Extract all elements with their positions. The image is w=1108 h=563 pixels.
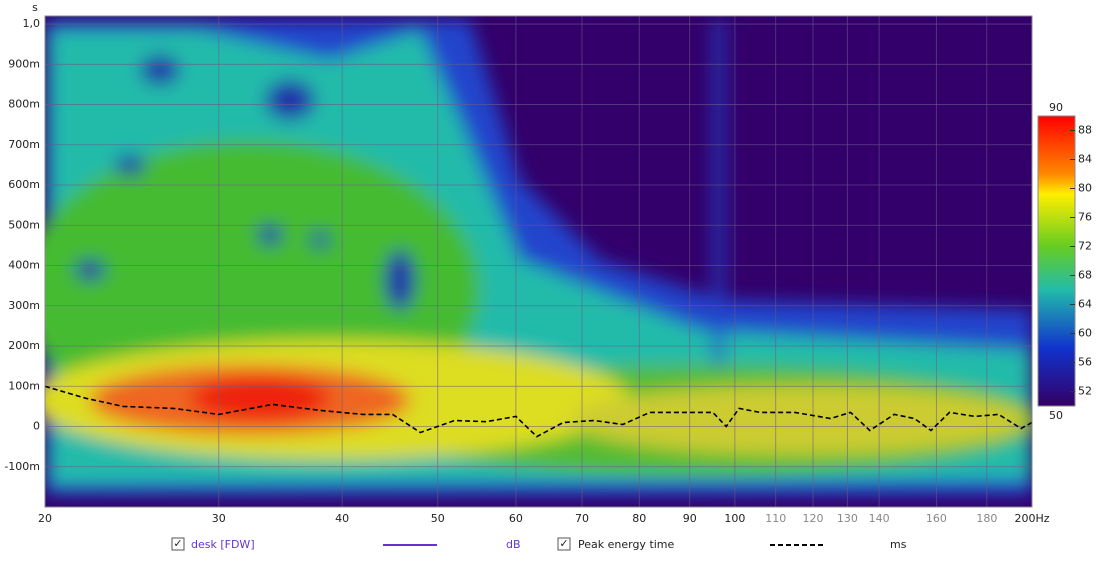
colorbar-tick-label: 72 [1078,240,1092,253]
colorbar-tick-label: 56 [1078,356,1092,369]
x-tick-label: 60 [509,512,523,525]
y-tick-label: 800m [8,98,40,111]
x-tick-label: 130 [837,512,858,525]
x-tick-label: 80 [632,512,646,525]
y-tick-label: 600m [8,178,40,191]
colorbar-label: 90 [1049,101,1063,114]
legend-label: desk [FDW] [191,538,255,551]
axes: 20 30 40 50 60 70 80 90 100 110 120 130 140 160 180 200… [4,16,1050,525]
y-tick-label: 900m [8,57,40,70]
y-tick-label: 0 [33,420,40,433]
colorbar-tick-label: 76 [1078,211,1092,224]
peak-energy-line [44,385,1033,438]
x-tick-label: 40 [335,512,349,525]
x-tick-label: 160 [926,512,947,525]
colorbar-tick-label: 80 [1078,182,1092,195]
checkbox[interactable] [557,537,571,551]
colorbar-tick-label: 64 [1078,298,1092,311]
x-tick-label: 90 [683,512,697,525]
x-tick-label: 50 [431,512,445,525]
colorbar-tick-label: 60 [1078,327,1092,340]
x-tick-label: 100 [724,512,745,525]
legend-unit: ms [890,538,907,551]
checkmark: ✓ [559,537,568,550]
plot-frame [44,15,1033,508]
colorbar-tick-label: 68 [1078,269,1092,282]
y-tick-label: 1,0 [23,17,41,30]
legend-label: Peak energy time [578,538,675,551]
x-tick-label: 110 [765,512,786,525]
spectrogram-image [45,20,1032,495]
y-tick-label: 500m [8,218,40,231]
y-tick-label: 300m [8,299,40,312]
colorbar-tick-label: 84 [1078,153,1092,166]
x-tick-label: 180 [976,512,997,525]
x-tick-label: 70 [575,512,589,525]
checkbox[interactable] [171,537,185,551]
y-tick-label: 400m [8,259,40,272]
x-tick-label: 120 [803,512,824,525]
x-tick-label: 140 [869,512,890,525]
colorbar [1037,115,1076,407]
colorbar-tick-label: 52 [1078,385,1092,398]
y-tick-label: -100m [4,460,40,473]
y-tick-label: 200m [8,339,40,352]
legend-unit: dB [506,538,521,551]
x-tick-label: 20 [38,512,52,525]
y-tick-label: 700m [8,138,40,151]
colorbar-label: 50 [1049,409,1063,422]
y-axis-label: s [32,1,38,14]
x-tick-label: 200Hz [1014,512,1049,525]
x-tick-label: 30 [212,512,226,525]
checkmark: ✓ [173,537,182,550]
y-tick-label: 100m [8,379,40,392]
colorbar-tick-label: 88 [1078,124,1092,137]
